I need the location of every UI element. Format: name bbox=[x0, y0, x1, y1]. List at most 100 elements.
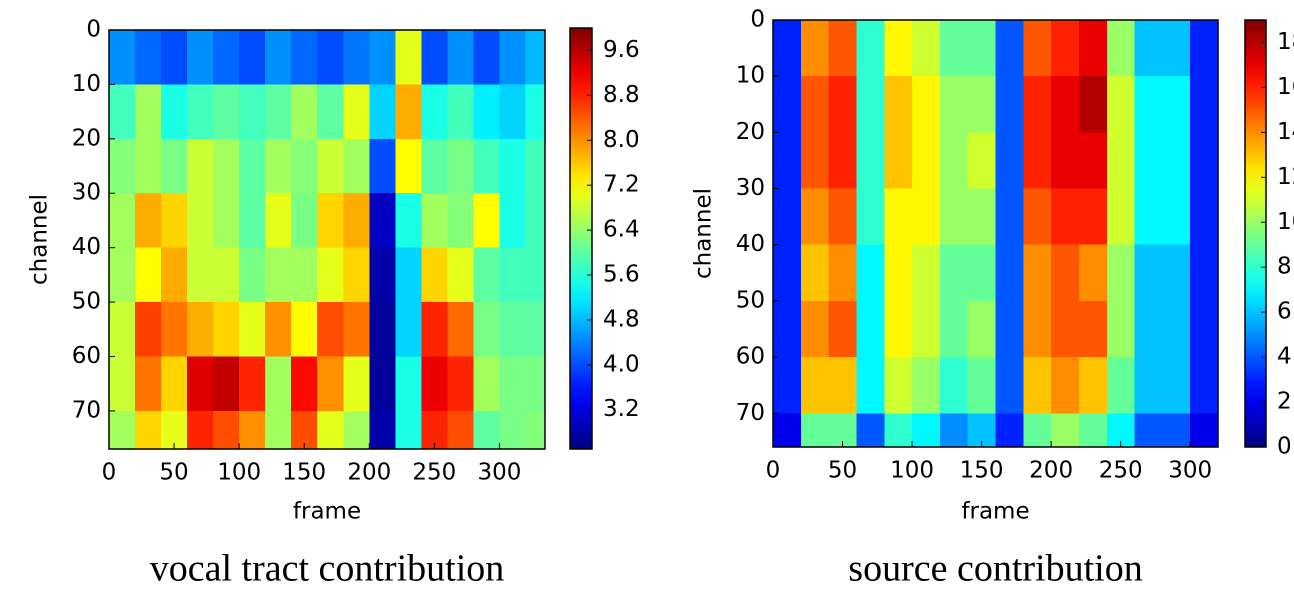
heatmap-cell bbox=[499, 356, 526, 412]
heatmap-cell bbox=[213, 30, 240, 85]
heatmap-cell bbox=[161, 30, 188, 85]
heatmap-cell bbox=[800, 300, 830, 358]
heatmap-cell bbox=[473, 410, 500, 450]
heatmap-cell bbox=[213, 356, 240, 412]
caption: source contribution bbox=[848, 548, 1142, 590]
heatmap-cell bbox=[1078, 413, 1108, 448]
colorbar-tick-label: 7.2 bbox=[603, 172, 640, 198]
heatmap-cell bbox=[135, 138, 162, 194]
heatmap-cell bbox=[1190, 132, 1219, 190]
heatmap-cell bbox=[525, 193, 546, 249]
heatmap-cell bbox=[773, 244, 802, 302]
heatmap-cell bbox=[395, 247, 422, 303]
heatmap-cell bbox=[995, 357, 1024, 414]
heatmap-cell bbox=[939, 300, 969, 358]
heatmap-cell bbox=[525, 138, 546, 194]
heatmap-cell bbox=[265, 84, 292, 140]
colorbar-tick-label: 9.6 bbox=[603, 37, 640, 63]
colorbar-tick-label: 8.8 bbox=[603, 82, 640, 108]
heatmap-cell bbox=[1162, 132, 1191, 190]
heatmap-cell bbox=[369, 30, 396, 85]
heatmap-cell bbox=[800, 20, 830, 77]
heatmap-cell bbox=[369, 138, 396, 194]
heatmap-cell bbox=[447, 247, 474, 303]
heatmap-cell bbox=[525, 410, 546, 450]
heatmap-cell bbox=[369, 356, 396, 412]
heatmap-cell bbox=[135, 84, 162, 140]
heatmap-cell bbox=[317, 193, 344, 249]
colorbar bbox=[569, 27, 593, 450]
heatmap-cell bbox=[800, 244, 830, 302]
y-tick-label: 0 bbox=[750, 7, 765, 33]
heatmap-cell bbox=[447, 302, 474, 357]
heatmap-cell bbox=[447, 193, 474, 249]
heatmap-cell bbox=[291, 138, 318, 194]
heatmap-cell bbox=[1078, 244, 1108, 302]
heatmap-cell bbox=[995, 300, 1024, 358]
heatmap-cell bbox=[161, 247, 188, 303]
heatmap-cell bbox=[773, 132, 802, 190]
plot-frame bbox=[108, 29, 546, 450]
heatmap-cell bbox=[1134, 132, 1163, 190]
heatmap-cell bbox=[773, 413, 802, 448]
heatmap-cell bbox=[109, 302, 136, 357]
heatmap-cell bbox=[343, 30, 370, 85]
heatmap-cell bbox=[967, 244, 996, 302]
heatmap-cell bbox=[317, 247, 344, 303]
heatmap-cell bbox=[1023, 413, 1052, 448]
heatmap-cell bbox=[1190, 188, 1219, 246]
heatmap-cell bbox=[109, 193, 136, 249]
y-tick-label: 10 bbox=[736, 63, 765, 89]
heatmap-cell bbox=[939, 188, 969, 246]
heatmap-cell bbox=[856, 20, 885, 77]
heatmap-cell bbox=[291, 84, 318, 140]
y-tick-label: 40 bbox=[72, 234, 101, 260]
heatmap-cell bbox=[473, 30, 500, 85]
heatmap-cell bbox=[161, 84, 188, 140]
heatmap-cell bbox=[317, 302, 344, 357]
heatmap-cell bbox=[828, 20, 857, 77]
x-tick-label: 300 bbox=[1168, 458, 1212, 484]
heatmap-cell bbox=[1162, 413, 1191, 448]
heatmap-cell bbox=[213, 193, 240, 249]
heatmap-cell bbox=[856, 132, 885, 190]
heatmap-cell bbox=[939, 132, 969, 190]
x-tick-label: 50 bbox=[828, 458, 857, 484]
colorbar-tick-label: 0 bbox=[1277, 434, 1292, 460]
heatmap-cell bbox=[1190, 20, 1219, 77]
heatmap-cell bbox=[856, 76, 885, 133]
colorbar-tick-label: 8 bbox=[1277, 254, 1292, 280]
heatmap-cell bbox=[291, 193, 318, 249]
heatmap-cell bbox=[828, 244, 857, 302]
heatmap-cell bbox=[828, 76, 857, 133]
heatmap-cell bbox=[995, 20, 1024, 77]
heatmap-cell bbox=[1078, 357, 1108, 414]
heatmap-cell bbox=[265, 302, 292, 357]
heatmap-cell bbox=[1051, 244, 1080, 302]
heatmap-cell bbox=[187, 193, 214, 249]
heatmap-cell bbox=[856, 300, 885, 358]
heatmap-cell bbox=[939, 357, 969, 414]
heatmap-cell bbox=[1051, 413, 1080, 448]
heatmap-cell bbox=[939, 20, 969, 77]
heatmap-cell bbox=[828, 132, 857, 190]
heatmap-cell bbox=[213, 138, 240, 194]
colorbar-tick-label: 4.8 bbox=[603, 306, 640, 332]
heatmap-cell bbox=[447, 356, 474, 412]
x-tick-label: 100 bbox=[890, 458, 934, 484]
heatmap-cell bbox=[499, 410, 526, 450]
y-tick-label: 50 bbox=[72, 289, 101, 315]
heatmap-cell bbox=[187, 84, 214, 140]
heatmap-cell bbox=[1106, 132, 1136, 190]
heatmap-cell bbox=[239, 247, 266, 303]
heatmap-cell bbox=[135, 193, 162, 249]
y-tick-label: 70 bbox=[72, 397, 101, 423]
heatmap-cell bbox=[912, 20, 941, 77]
colorbar-tick-label: 4 bbox=[1277, 344, 1292, 370]
heatmap-cell bbox=[1051, 20, 1080, 77]
x-tick-label: 300 bbox=[477, 460, 521, 486]
y-tick-label: 40 bbox=[736, 231, 765, 257]
heatmap-cell bbox=[109, 30, 136, 85]
heatmap-cell bbox=[239, 356, 266, 412]
